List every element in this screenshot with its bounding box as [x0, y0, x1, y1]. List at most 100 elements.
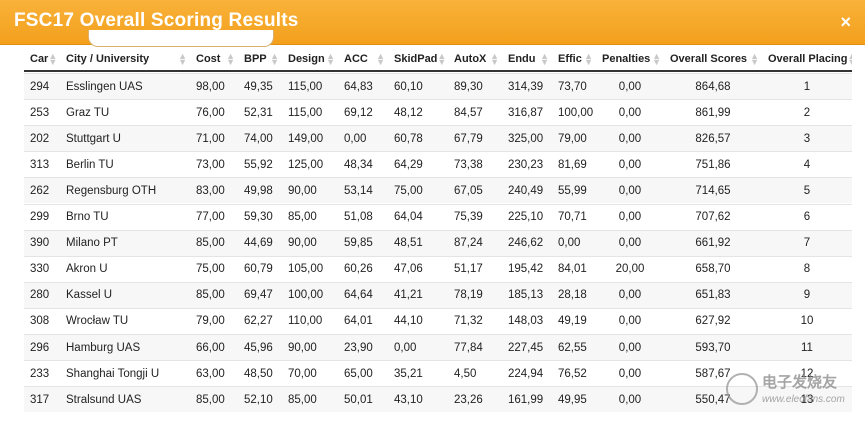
search-box[interactable]: [88, 30, 274, 47]
table-cell: 861,99: [695, 106, 731, 119]
table-cell: 84,01: [558, 263, 587, 276]
column-header[interactable]: City / University ▲ ▼: [60, 48, 190, 70]
table-cell: 100,00: [558, 106, 594, 119]
column-header[interactable]: Effic ▲ ▼: [552, 48, 596, 70]
column-header-text: Car: [30, 53, 49, 65]
table-row: 317 Stralsund UAS 85,00 52,10 85,00 50,01 43,1…: [24, 386, 852, 413]
column-header[interactable]: ACC ▲ ▼: [338, 48, 388, 70]
column-header[interactable]: Overall Scores ▲ ▼: [664, 48, 762, 70]
table-cell: 48,34: [344, 158, 373, 171]
column-header[interactable]: BPP ▲ ▼: [238, 48, 282, 70]
table-cell: 69,47: [244, 289, 273, 302]
table-row: 313 Berlin TU 73,00 55,92 125,00 48,34 64,29 73…: [24, 151, 852, 177]
table-cell: 67,05: [454, 184, 483, 197]
table-cell: 75,00: [196, 263, 225, 276]
table-cell: 84,57: [454, 106, 483, 119]
table-cell: 296: [30, 341, 50, 354]
column-header[interactable]: Overall Placing ▲ ▼: [762, 48, 852, 70]
table-cell: 67,79: [454, 132, 483, 145]
column-header[interactable]: Car ▲ ▼: [24, 48, 60, 70]
table-row: 390 Milano PT 85,00 44,69 90,00 59,85 48,51 87,…: [24, 229, 852, 256]
table-cell: 161,99: [508, 393, 544, 406]
watermark: 电子发烧友 www.elecfans.com: [722, 367, 862, 417]
table-cell: 90,00: [288, 184, 317, 197]
table-cell: 0,00: [618, 132, 642, 145]
table-cell: 316,87: [508, 106, 544, 119]
table-cell: 65,00: [344, 367, 373, 380]
column-header-text: Cost: [196, 53, 221, 65]
table-cell: 224,94: [508, 367, 544, 380]
table-cell: 2: [803, 106, 811, 119]
table-cell: 317: [30, 393, 50, 406]
table-cell: 48,51: [394, 237, 423, 250]
sort-icon: ▲ ▼: [490, 51, 499, 67]
table-cell: 826,57: [695, 132, 731, 145]
table-cell: 0,00: [618, 158, 642, 171]
table-cell: 325,00: [508, 132, 544, 145]
column-header[interactable]: Cost ▲ ▼: [190, 48, 238, 70]
table-cell: 53,14: [344, 184, 373, 197]
table-cell: 85,00: [196, 289, 225, 302]
table-cell: 28,18: [558, 289, 587, 302]
table-cell: 75,00: [394, 184, 423, 197]
table-cell: 47,06: [394, 263, 423, 276]
table-cell: 52,31: [244, 106, 273, 119]
close-button[interactable]: ×: [840, 12, 851, 32]
column-header[interactable]: Penalties ▲ ▼: [596, 48, 664, 70]
table-cell: 43,10: [394, 393, 423, 406]
table-cell: 70,71: [558, 211, 587, 224]
table-cell: 63,00: [196, 367, 225, 380]
table-cell: 64,04: [394, 211, 423, 224]
table-cell: 79,00: [558, 132, 587, 145]
sort-icon: ▲ ▼: [540, 51, 549, 67]
table-cell: 8: [803, 263, 811, 276]
table-cell: 85,00: [196, 393, 225, 406]
column-header-text: Overall Placing: [768, 53, 848, 65]
table-cell: 115,00: [288, 80, 323, 93]
table-cell: 77,00: [196, 211, 225, 224]
table-cell: 5: [803, 184, 811, 197]
column-header-text: AutoX: [454, 53, 487, 65]
table-cell: 9: [803, 289, 811, 302]
table-cell: 55,99: [558, 184, 587, 197]
table-cell: 3: [803, 132, 811, 145]
table-cell: 62,55: [558, 341, 587, 354]
table-row: 296 Hamburg UAS 66,00 45,96 90,00 23,90 0,00 77…: [24, 334, 852, 361]
table-cell: 13: [800, 393, 814, 406]
table-cell: 233: [30, 367, 50, 380]
table-cell: 20,00: [615, 263, 645, 276]
table-row: 202 Stuttgart U 71,00 74,00 149,00 0,00 60,78 6…: [24, 125, 852, 152]
table-row: 280 Kassel U 85,00 69,47 100,00 64,64 41,21 78,…: [24, 281, 852, 308]
column-header[interactable]: AutoX ▲ ▼: [448, 48, 502, 70]
table-cell: 308: [30, 315, 50, 328]
table-cell: 0,00: [618, 289, 642, 302]
table-cell: 55,92: [244, 158, 273, 171]
watermark-url: www.elecfans.com: [762, 394, 845, 405]
table-cell: 100,00: [288, 289, 324, 302]
table-cell: Akron U: [66, 263, 108, 276]
table-cell: 225,10: [508, 211, 544, 224]
table-cell: 185,13: [508, 289, 544, 302]
table-cell: 60,78: [394, 132, 423, 145]
table-cell: 202: [30, 132, 50, 145]
table-cell: 246,62: [508, 237, 544, 250]
table-cell: 0,00: [618, 341, 642, 354]
table-cell: 240,49: [508, 184, 544, 197]
table-cell: 77,84: [454, 341, 483, 354]
table-cell: 0,00: [394, 341, 417, 354]
table-cell: 0,00: [558, 237, 581, 250]
table-cell: 587,67: [695, 367, 731, 380]
table-cell: 149,00: [288, 132, 324, 145]
table-cell: 550,47: [695, 393, 731, 406]
column-header[interactable]: Endu ▲ ▼: [502, 48, 552, 70]
table-cell: 60,10: [394, 80, 423, 93]
table-cell: 73,00: [196, 158, 225, 171]
column-header[interactable]: Design ▲ ▼: [282, 48, 338, 70]
table-cell: 313: [30, 158, 50, 171]
table-cell: 148,03: [508, 315, 544, 328]
sort-icon: ▲ ▼: [270, 51, 279, 67]
table-cell: 76,00: [196, 106, 225, 119]
table-cell: 707,62: [695, 211, 731, 224]
table-cell: 0,00: [618, 106, 642, 119]
column-header[interactable]: SkidPad ▲ ▼: [388, 48, 448, 70]
